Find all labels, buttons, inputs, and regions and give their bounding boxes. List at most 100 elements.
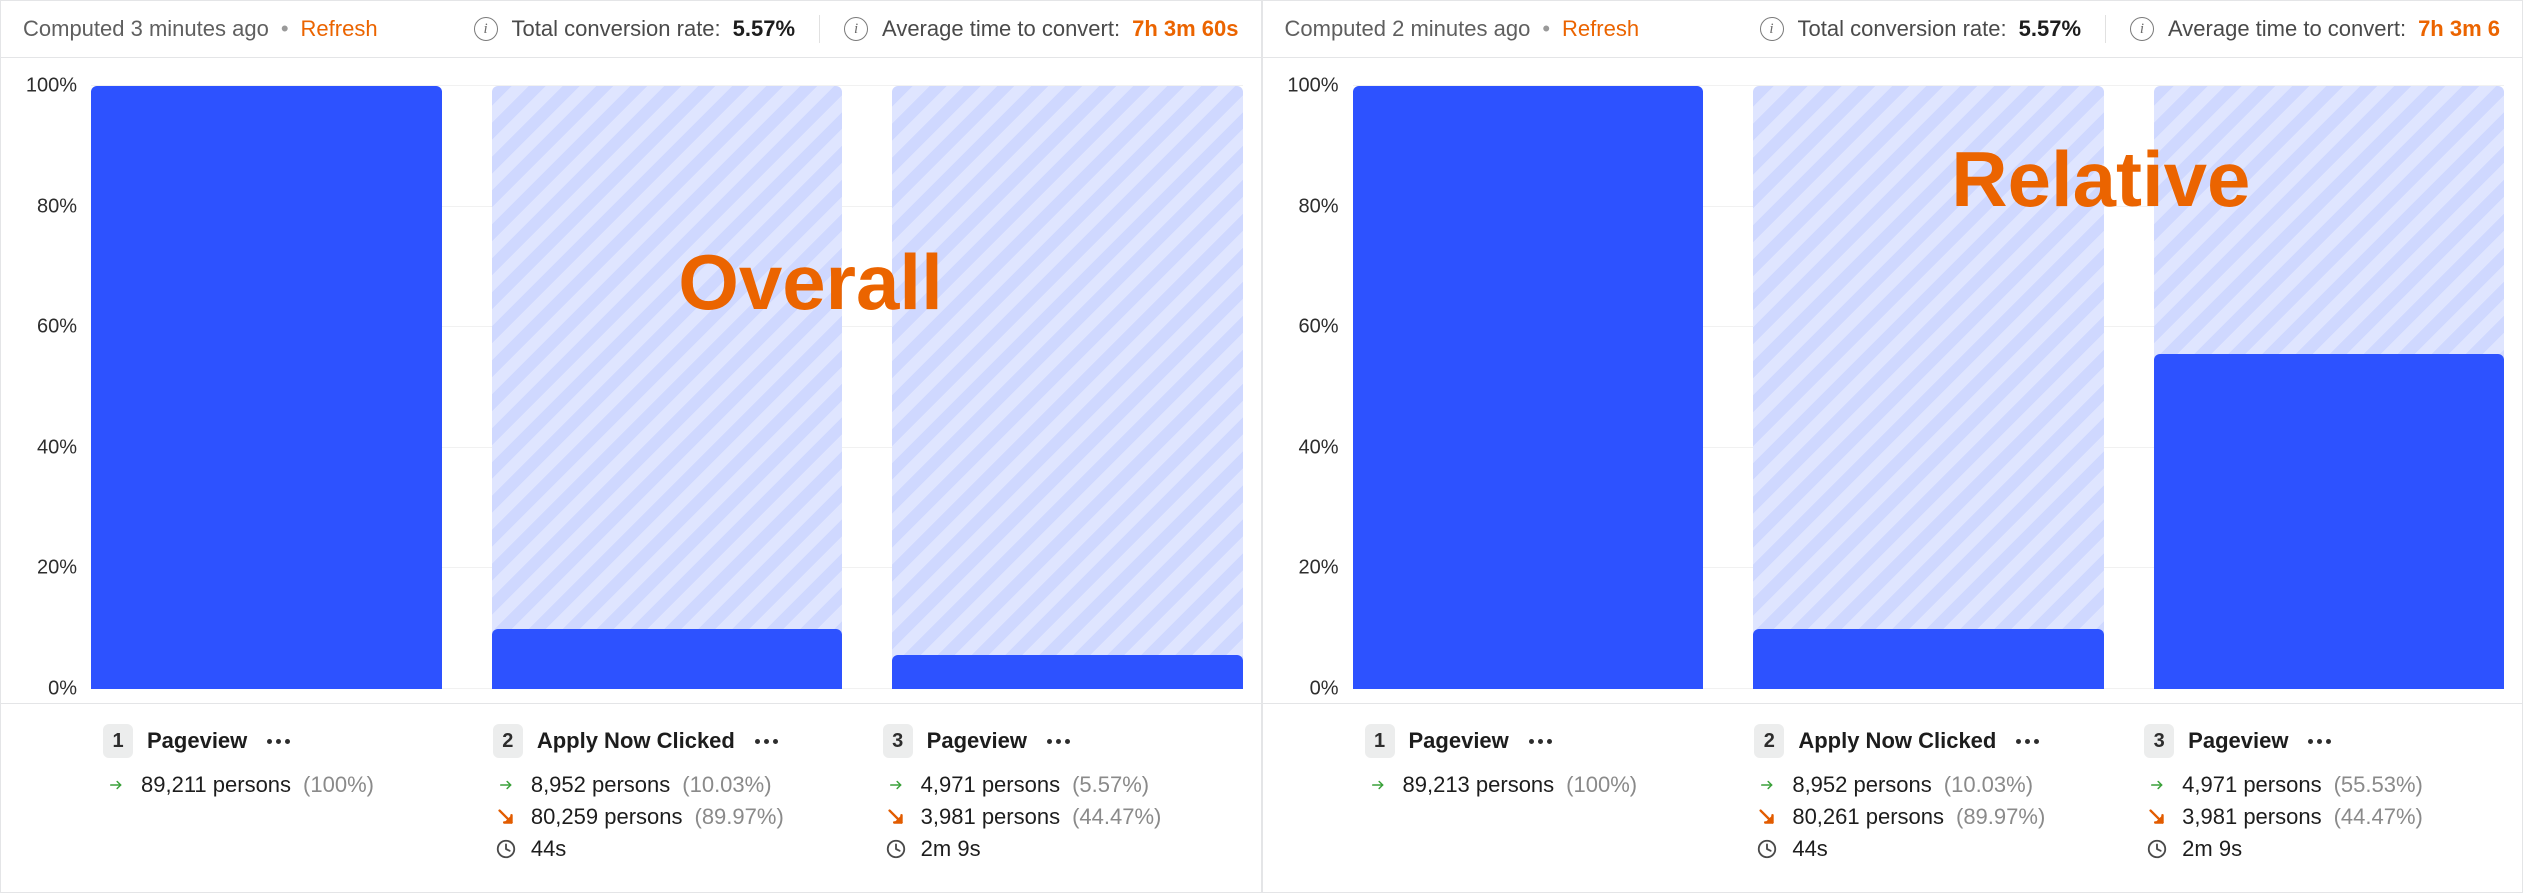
more-options-icon[interactable] bbox=[267, 739, 290, 744]
y-axis-label: 40% bbox=[37, 436, 77, 459]
funnel-steps: 1 Pageview 89,211 persons (100%) 2 Apply Now … bbox=[1, 703, 1261, 892]
metric-percent: (5.57%) bbox=[1072, 772, 1149, 798]
y-axis-label: 0% bbox=[48, 678, 77, 701]
metric-percent: (89.97%) bbox=[695, 804, 784, 830]
more-options-icon[interactable] bbox=[2308, 739, 2331, 744]
funnel-bar-1[interactable] bbox=[1353, 86, 1704, 689]
refresh-link[interactable]: Refresh bbox=[1562, 16, 1639, 42]
panel-header: Computed 3 minutes ago • Refresh i Total con… bbox=[1, 1, 1261, 58]
metric-value: 8,952 persons bbox=[531, 772, 670, 798]
step-number-badge: 2 bbox=[493, 724, 523, 758]
step-metric-line: 4,971 persons (55.53%) bbox=[2144, 772, 2504, 798]
total-rate-value: 5.57% bbox=[2019, 16, 2081, 42]
more-options-icon[interactable] bbox=[755, 739, 778, 744]
step-metric-line: 80,261 persons(89.97%) bbox=[1754, 804, 2114, 830]
metric-percent: (44.47%) bbox=[2334, 804, 2423, 830]
bar-dropoff-bg bbox=[892, 86, 1243, 689]
y-axis-label: 60% bbox=[1298, 316, 1338, 339]
metric-percent: (100%) bbox=[1566, 772, 1637, 798]
arrow-right-icon bbox=[883, 772, 909, 798]
funnel-bar-1[interactable] bbox=[91, 86, 442, 689]
more-options-icon[interactable] bbox=[1047, 739, 1070, 744]
y-axis-label: 80% bbox=[37, 195, 77, 218]
bar-fill bbox=[1353, 86, 1704, 689]
clock-icon bbox=[883, 836, 909, 862]
y-axis-label: 20% bbox=[37, 557, 77, 580]
funnel-bar-3[interactable] bbox=[892, 86, 1243, 689]
metric-percent: (55.53%) bbox=[2334, 772, 2423, 798]
step-metric-line: 4,971 persons(5.57%) bbox=[883, 772, 1243, 798]
metric-value: 3,981 persons bbox=[2182, 804, 2321, 830]
divider bbox=[2105, 15, 2106, 43]
arrow-right-icon bbox=[493, 772, 519, 798]
step-metric-line: 3,981 persons (44.47%) bbox=[883, 804, 1243, 830]
metric-percent: (44.47%) bbox=[1072, 804, 1161, 830]
metric-value: 44s bbox=[531, 836, 566, 862]
info-icon[interactable]: i bbox=[1760, 17, 1784, 41]
computed-time-label: Computed 2 minutes ago bbox=[1285, 16, 1531, 42]
metric-value: 2m 9s bbox=[921, 836, 981, 862]
separator-dot: • bbox=[281, 16, 289, 42]
step-number-badge: 1 bbox=[1365, 724, 1395, 758]
metric-value: 8,952 persons bbox=[1792, 772, 1931, 798]
y-axis-label: 40% bbox=[1298, 436, 1338, 459]
avg-time-value: 7h 3m 60s bbox=[1132, 16, 1238, 42]
arrow-down-icon bbox=[1754, 804, 1780, 830]
y-axis-label: 0% bbox=[1310, 678, 1339, 701]
funnel-bar-3[interactable] bbox=[2154, 86, 2505, 689]
arrow-right-icon bbox=[1754, 772, 1780, 798]
bar-fill bbox=[2154, 354, 2505, 689]
computed-time-label: Computed 3 minutes ago bbox=[23, 16, 269, 42]
metric-value: 3,981 persons bbox=[921, 804, 1060, 830]
arrow-right-icon bbox=[1365, 772, 1391, 798]
y-axis-label: 100% bbox=[1287, 75, 1338, 98]
funnel-step: 3Pageview4,971 persons(55.53%)3,981 pers… bbox=[2132, 704, 2522, 892]
y-axis-label: 60% bbox=[37, 316, 77, 339]
more-options-icon[interactable] bbox=[1529, 739, 1552, 744]
step-title: Apply Now Clicked bbox=[1798, 728, 1996, 754]
info-icon[interactable]: i bbox=[2130, 17, 2154, 41]
metric-value: 80,259 persons bbox=[531, 804, 683, 830]
arrow-down-icon bbox=[493, 804, 519, 830]
step-number-badge: 2 bbox=[1754, 724, 1784, 758]
metric-value: 44s bbox=[1792, 836, 1827, 862]
bar-fill bbox=[91, 86, 442, 689]
clock-icon bbox=[1754, 836, 1780, 862]
metric-value: 89,213 persons bbox=[1403, 772, 1555, 798]
arrow-down-icon bbox=[883, 804, 909, 830]
total-rate-label: Total conversion rate: bbox=[1798, 16, 2007, 42]
metric-value: 2m 9s bbox=[2182, 836, 2242, 862]
step-number-badge: 1 bbox=[103, 724, 133, 758]
avg-time-label: Average time to convert: bbox=[2168, 16, 2406, 42]
funnel-step: 3Pageview4,971 persons(5.57%)3,981 perso… bbox=[871, 704, 1261, 892]
y-axis-label: 20% bbox=[1298, 557, 1338, 580]
funnel-panel-relative: Computed 2 minutes ago•RefreshiTotal con… bbox=[1262, 0, 2523, 893]
funnel-bar-2[interactable] bbox=[492, 86, 843, 689]
step-metric-line: 8,952 persons(10.03%) bbox=[493, 772, 853, 798]
step-title: Pageview bbox=[927, 728, 1027, 754]
step-metric-line: 80,259 persons (89.97%) bbox=[493, 804, 853, 830]
metric-percent: (100%) bbox=[303, 772, 374, 798]
bar-dropoff-bg bbox=[492, 86, 843, 689]
arrow-down-icon bbox=[2144, 804, 2170, 830]
metric-value: 89,211 persons bbox=[141, 772, 291, 798]
info-icon[interactable]: i bbox=[474, 17, 498, 41]
funnel-bar-2[interactable] bbox=[1753, 86, 2104, 689]
funnel-step: 1Pageview89,213 persons(100%) bbox=[1353, 704, 1743, 892]
info-icon[interactable]: i bbox=[844, 17, 868, 41]
more-options-icon[interactable] bbox=[2016, 739, 2039, 744]
refresh-link[interactable]: Refresh bbox=[301, 16, 378, 42]
metric-percent: (10.03%) bbox=[1944, 772, 2033, 798]
funnel-step: 2Apply Now Clicked8,952 persons(10.03%)8… bbox=[1742, 704, 2132, 892]
total-rate-label: Total conversion rate: bbox=[512, 16, 721, 42]
y-axis-label: 80% bbox=[1298, 195, 1338, 218]
metric-value: 80,261 persons bbox=[1792, 804, 1944, 830]
divider bbox=[819, 15, 820, 43]
panel-header: Computed 2 minutes ago•RefreshiTotal con… bbox=[1263, 1, 2523, 58]
clock-icon bbox=[2144, 836, 2170, 862]
metric-value: 4,971 persons bbox=[2182, 772, 2321, 798]
avg-time-label: Average time to convert: bbox=[882, 16, 1120, 42]
funnel-chart: 0%20%40%60%80%100%Relative bbox=[1263, 58, 2523, 703]
step-metric-line: 44s bbox=[493, 836, 853, 862]
step-title: Apply Now Clicked bbox=[537, 728, 735, 754]
